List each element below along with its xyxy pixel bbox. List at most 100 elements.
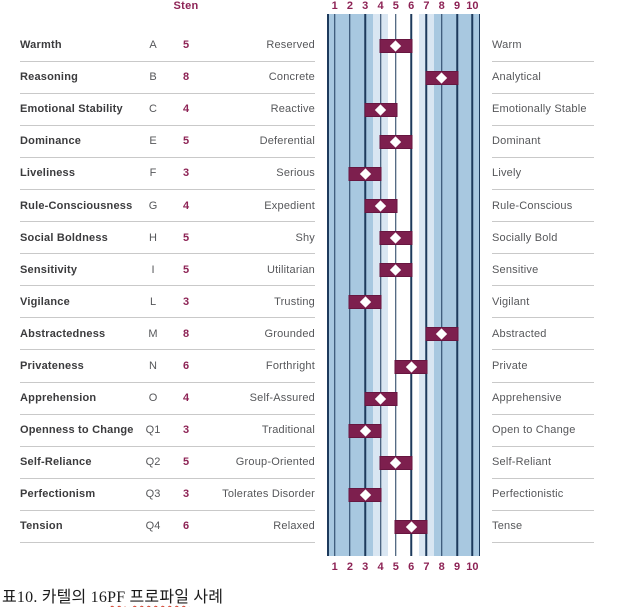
high-pole-label: Lively: [492, 167, 522, 180]
sten-value: 3: [182, 295, 190, 308]
sten-value: 5: [182, 231, 190, 244]
gridline-sten-8: [441, 14, 443, 556]
factor-code: B: [149, 71, 157, 84]
factor-name: Reasoning: [20, 71, 79, 84]
axis-tick: 10: [466, 0, 479, 12]
table-row: Tension Q4 6 Relaxed: [20, 511, 315, 543]
table-row: Sensitivity I 5 Utilitarian: [20, 254, 315, 287]
sten-value: 3: [182, 167, 190, 180]
gridline-sten-7: [425, 14, 428, 556]
sten-value: 5: [182, 456, 190, 469]
band-average: [388, 14, 419, 556]
factor-name: Perfectionism: [20, 488, 96, 501]
low-pole-label: Self-Assured: [249, 392, 315, 405]
sten-marker-apprehension: [364, 391, 398, 406]
axis-tick: 3: [362, 0, 369, 12]
diamond-icon: [390, 39, 402, 52]
table-row: Apprehension O 4 Self-Assured: [20, 383, 315, 415]
factor-code: Q4: [145, 520, 161, 533]
high-pole-label: Vigilant: [492, 295, 530, 308]
factor-name: Sensitivity: [20, 263, 78, 276]
caption-text: 표10. 카텔의 16: [2, 589, 108, 606]
low-pole-label: Utilitarian: [266, 263, 315, 276]
factor-code: L: [149, 295, 157, 308]
factor-name: Self-Reliance: [20, 456, 92, 469]
axis-tick: 10: [466, 561, 479, 573]
sten-value: 3: [182, 488, 190, 501]
sten-value: 5: [182, 39, 190, 52]
sten-marker-rule-consciousness: [364, 199, 398, 214]
table-row: Social Boldness H 5 Shy: [20, 222, 315, 255]
low-pole-label: Relaxed: [273, 520, 315, 533]
diamond-icon: [390, 136, 402, 148]
sten-value: 4: [182, 199, 190, 212]
gridline-sten-9: [456, 14, 458, 556]
diamond-icon: [359, 489, 371, 501]
axis-tick: 7: [423, 561, 430, 573]
chart-right-edge: [478, 14, 480, 556]
high-pole-label: Self-Reliant: [492, 456, 552, 469]
caption-text-profile: 프로파일: [129, 589, 190, 606]
sten-marker-perfectionism: [348, 487, 382, 502]
diamond-icon: [359, 168, 371, 180]
caption-text-suffix: 사례: [189, 589, 224, 606]
sten-value: 8: [182, 71, 190, 84]
low-pole-label: Group-Oriented: [235, 456, 315, 469]
factor-code: Q1: [145, 424, 161, 437]
diamond-icon: [374, 392, 387, 405]
table-row: Vigilance L 3 Trusting: [20, 286, 315, 319]
sten-column-header: Sten: [173, 0, 199, 12]
table-row: Dominance E 5 Deferential: [20, 126, 315, 158]
sten-profile-chart: [327, 14, 480, 556]
sten-marker-vigilance: [348, 295, 382, 310]
sten-marker-tension: [394, 520, 428, 535]
axis-tick: 4: [377, 561, 384, 573]
factor-name: Dominance: [20, 135, 82, 148]
gridline-sten-1: [333, 14, 336, 556]
table-row: Openness to Change Q1 3 Traditional: [20, 415, 315, 447]
table-row: Analytical: [492, 62, 594, 94]
gridline-sten-2: [349, 14, 351, 556]
gridline-sten-3: [364, 14, 366, 556]
table-row: Emotional Stability C 4 Reactive: [20, 94, 315, 126]
chart-left-edge: [327, 14, 329, 556]
factor-code: M: [148, 327, 158, 340]
high-pole-label: Warm: [492, 39, 522, 52]
high-pole-label: Rule-Conscious: [492, 199, 573, 212]
factor-code: I: [151, 263, 155, 276]
axis-tick: 1: [331, 0, 338, 12]
factor-code: E: [149, 135, 157, 148]
sten-axis-bottom: 1 2 3 4 5 6 7 8 9 10: [327, 561, 480, 573]
table-row: Dominant: [492, 126, 594, 158]
diamond-icon: [405, 521, 417, 533]
table-row: Apprehensive: [492, 383, 594, 415]
table-row: Self-Reliance Q2 5 Group-Oriented: [20, 447, 315, 479]
factor-name: Liveliness: [20, 167, 76, 180]
factor-name: Vigilance: [20, 295, 70, 308]
factor-code: Q3: [145, 488, 161, 501]
factor-name: Emotional Stability: [20, 103, 123, 116]
table-row: Warmth A 5 Reserved: [20, 30, 315, 62]
table-row: Sensitive: [492, 254, 594, 287]
sten-marker-dominance: [379, 134, 413, 149]
factor-name: Privateness: [20, 359, 84, 372]
axis-tick: 8: [438, 561, 445, 573]
axis-tick: 2: [346, 0, 353, 12]
diamond-icon: [374, 200, 387, 212]
sten-marker-sensitivity: [379, 263, 413, 278]
sten-value: 4: [182, 392, 190, 405]
factor-name: Social Boldness: [20, 231, 108, 244]
table-row: Vigilant: [492, 286, 594, 319]
high-pole-label: Analytical: [492, 71, 542, 84]
axis-tick: 2: [346, 561, 353, 573]
sten-marker-abstractedness: [425, 327, 459, 342]
gridline-sten-6: [410, 14, 412, 556]
factor-name: Tension: [20, 520, 63, 533]
table-row: Privateness N 6 Forthright: [20, 350, 315, 383]
sten-value: 3: [182, 424, 190, 437]
table-row: Abstractedness M 8 Grounded: [20, 318, 315, 351]
gridline-sten-5: [395, 14, 397, 556]
sten-value: 6: [182, 520, 190, 533]
low-pole-label: Tolerates Disorder: [222, 488, 315, 501]
axis-tick: 3: [362, 561, 369, 573]
